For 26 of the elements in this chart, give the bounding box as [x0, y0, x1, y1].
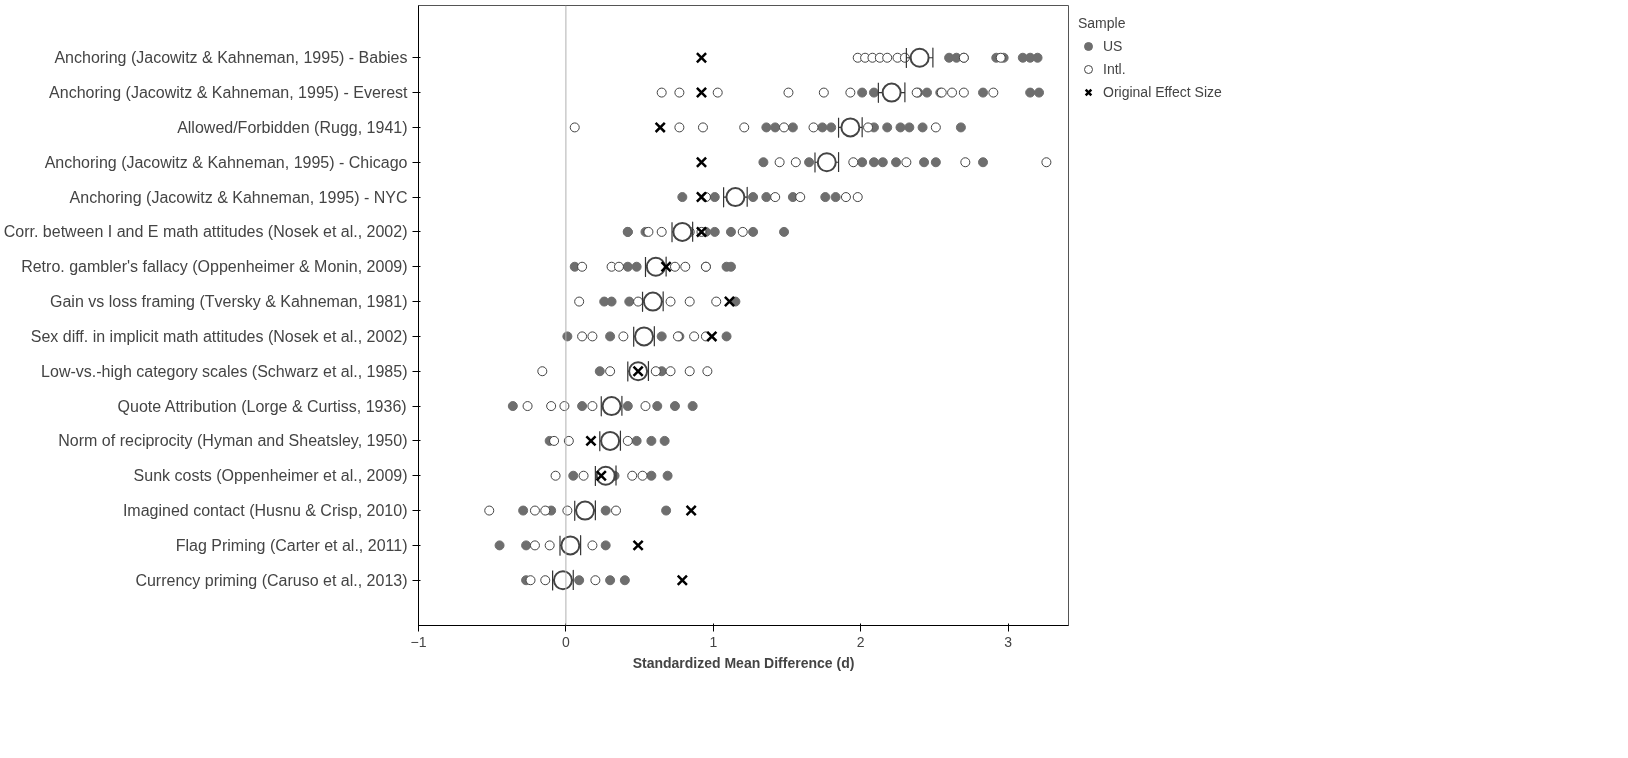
y-tick-label: Retro. gambler's fallacy (Oppenheimer & Monin, 2009) — [21, 258, 408, 276]
legend-label: US — [1103, 38, 1123, 54]
x-tick-label: 0 — [562, 633, 570, 650]
y-tick-label: Low-vs.-high category scales (Schwarz et al., 1985) — [41, 362, 408, 380]
y-tick-label: Sunk costs (Oppenheimer et al., 2009) — [133, 467, 408, 485]
x-tick-label: 2 — [856, 633, 865, 650]
legend-label: Intl. — [1103, 61, 1126, 77]
y-tick-label: Corr. between I and E math attitudes (Nosek et al., 2002) — [3, 223, 408, 241]
x-tick-label: 3 — [1004, 633, 1013, 650]
y-tick-label: Anchoring (Jacowitz & Kahneman, 1995) - NYC — [69, 188, 408, 206]
legend-title: Sample — [1078, 15, 1127, 31]
x-axis-title: Standardized Mean Difference (d) — [632, 654, 855, 671]
y-tick-label: Norm of reciprocity (Hyman and Sheatsley, 1950) — [58, 432, 408, 450]
y-tick-label: Gain vs loss framing (Tversky & Kahneman, 1981) — [50, 293, 408, 311]
x-tick-label: 1 — [709, 633, 718, 650]
y-tick-label: Currency priming (Caruso et al., 2013) — [135, 571, 408, 589]
y-tick-label: Imagined contact (Husnu & Crisp, 2010) — [122, 502, 408, 520]
y-tick-label: Anchoring (Jacowitz & Kahneman, 1995) - Chicago — [44, 153, 408, 171]
y-tick-label: Anchoring (Jacowitz & Kahneman, 1995) - Babies — [54, 49, 408, 67]
legend-label: Original Effect Size — [1103, 84, 1222, 100]
y-tick-label: Quote Attribution (Lorge & Curtiss, 1936) — [117, 397, 407, 415]
y-tick-label: Flag Priming (Carter et al., 2011) — [175, 536, 408, 554]
x-tick-label: −1 — [410, 633, 427, 650]
y-tick-label: Allowed/Forbidden (Rugg, 1941) — [177, 118, 408, 136]
y-tick-label: Anchoring (Jacowitz & Kahneman, 1995) - Everest — [49, 84, 409, 102]
y-tick-label: Sex diff. in implicit math attitudes (Nosek et al., 2002) — [30, 327, 408, 345]
